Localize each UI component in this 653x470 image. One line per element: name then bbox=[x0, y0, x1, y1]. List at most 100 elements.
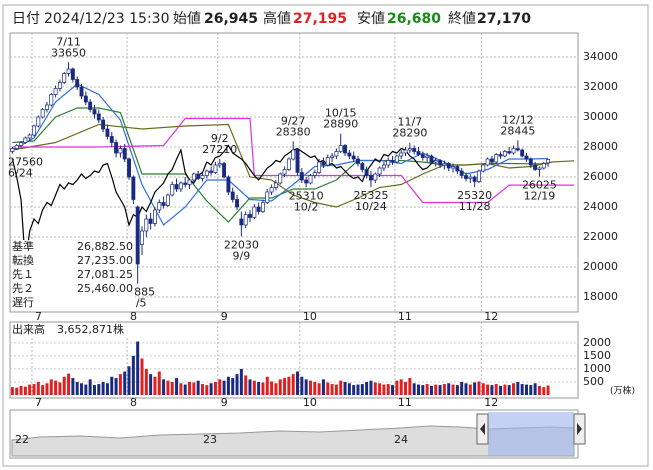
volume-bar bbox=[131, 355, 135, 395]
x-tick-label: 9 bbox=[221, 396, 228, 409]
x-tick-label: 8 bbox=[130, 310, 137, 323]
candle-body bbox=[183, 182, 188, 185]
volume-bar bbox=[468, 384, 472, 395]
legend-value: 27,235.00 bbox=[77, 254, 133, 267]
volume-bar bbox=[179, 383, 183, 395]
legend-name: 遅行 bbox=[12, 296, 34, 309]
candle-body bbox=[511, 148, 516, 154]
volume-bar bbox=[36, 381, 40, 395]
volume-bar bbox=[490, 385, 494, 395]
candle-body bbox=[252, 206, 257, 218]
candle-body bbox=[528, 158, 533, 166]
volume-bar bbox=[477, 381, 481, 395]
candle-body bbox=[204, 170, 209, 176]
candle-body bbox=[140, 230, 144, 245]
volume-bar bbox=[382, 384, 386, 395]
volume-bar bbox=[41, 385, 45, 395]
candle-body bbox=[343, 145, 347, 154]
x-tick-label: 10 bbox=[303, 396, 317, 409]
volume-title-box bbox=[11, 323, 131, 337]
header-label: 日付 bbox=[12, 11, 40, 27]
annotation-value: 33650 bbox=[51, 46, 86, 59]
candle-body bbox=[88, 101, 93, 110]
candle-body bbox=[178, 182, 183, 190]
candle-body bbox=[265, 191, 270, 203]
x-tick-label: 7 bbox=[35, 396, 42, 409]
volume-bar bbox=[404, 381, 408, 395]
candle-body bbox=[239, 218, 244, 226]
candle-body bbox=[269, 187, 274, 193]
volume-bar bbox=[326, 382, 330, 395]
candle-body bbox=[407, 148, 412, 151]
volume-bar bbox=[213, 381, 217, 395]
volume-bar bbox=[455, 385, 459, 395]
volume-bar bbox=[533, 383, 537, 395]
candle-body bbox=[481, 164, 486, 172]
volume-bar bbox=[54, 380, 58, 395]
candle-body bbox=[170, 184, 175, 196]
candle-body bbox=[442, 163, 447, 166]
candle-body bbox=[485, 158, 490, 166]
volume-bar bbox=[343, 381, 347, 395]
candle-body bbox=[230, 191, 235, 200]
candle-body bbox=[217, 163, 222, 166]
candle-body bbox=[373, 173, 378, 181]
candle-body bbox=[364, 169, 369, 176]
annotation-date: 11/28 bbox=[459, 200, 491, 213]
candle-body bbox=[32, 125, 36, 136]
volume-bar bbox=[110, 376, 114, 395]
volume-bar bbox=[451, 384, 455, 395]
volume-bar bbox=[19, 385, 23, 395]
arrow bbox=[480, 423, 485, 435]
candle-body bbox=[101, 119, 106, 130]
volume-bar bbox=[75, 381, 79, 395]
candle-body bbox=[429, 155, 434, 163]
candle-body bbox=[243, 214, 248, 226]
volume-bar bbox=[421, 385, 425, 395]
volume-bar bbox=[499, 385, 503, 395]
candle-body bbox=[325, 157, 330, 166]
candle-body bbox=[369, 175, 373, 181]
volume-bar bbox=[62, 376, 66, 395]
candle-body bbox=[533, 164, 538, 170]
candle-body bbox=[438, 160, 443, 166]
volume-bar bbox=[67, 373, 71, 395]
candle-body bbox=[92, 109, 97, 115]
volume-bar bbox=[205, 385, 209, 395]
header-label: 高値 bbox=[263, 10, 291, 27]
header-price: 27,195 bbox=[293, 11, 347, 27]
arrow bbox=[577, 423, 582, 435]
candle-body bbox=[399, 152, 404, 157]
candle-body bbox=[377, 167, 382, 175]
candle-body bbox=[312, 172, 317, 176]
volume-bar bbox=[339, 380, 343, 395]
y-tick-label: 22000 bbox=[583, 230, 618, 243]
volume-bar bbox=[300, 376, 304, 395]
annotation-value: 28290 bbox=[392, 127, 427, 140]
candle-body bbox=[390, 160, 395, 163]
y-tick-label: 34000 bbox=[583, 50, 618, 63]
candle-body bbox=[386, 160, 391, 166]
candle-body bbox=[209, 170, 214, 173]
navigator-window[interactable] bbox=[488, 412, 574, 456]
candle-body bbox=[299, 172, 304, 181]
candle-body bbox=[273, 182, 278, 188]
candle-body bbox=[416, 151, 421, 155]
volume-bar bbox=[127, 366, 131, 395]
candle-body bbox=[40, 109, 45, 118]
volume-bar bbox=[45, 383, 49, 395]
y-tick-label: 500 bbox=[583, 375, 604, 388]
volume-bar bbox=[313, 381, 317, 395]
annotation-date: 10/2 bbox=[294, 200, 319, 213]
volume-bar bbox=[261, 382, 265, 395]
candle-body bbox=[131, 176, 136, 200]
volume-bar bbox=[257, 381, 261, 395]
volume-bar bbox=[507, 385, 511, 395]
annotation-value: 26025 bbox=[522, 179, 557, 192]
volume-bar bbox=[447, 383, 451, 395]
volume-bar bbox=[524, 384, 528, 395]
header-price: 27,170 bbox=[477, 11, 531, 27]
volume-bar bbox=[291, 374, 295, 395]
annotation-value: 28445 bbox=[500, 124, 535, 137]
candle-body bbox=[213, 164, 218, 173]
